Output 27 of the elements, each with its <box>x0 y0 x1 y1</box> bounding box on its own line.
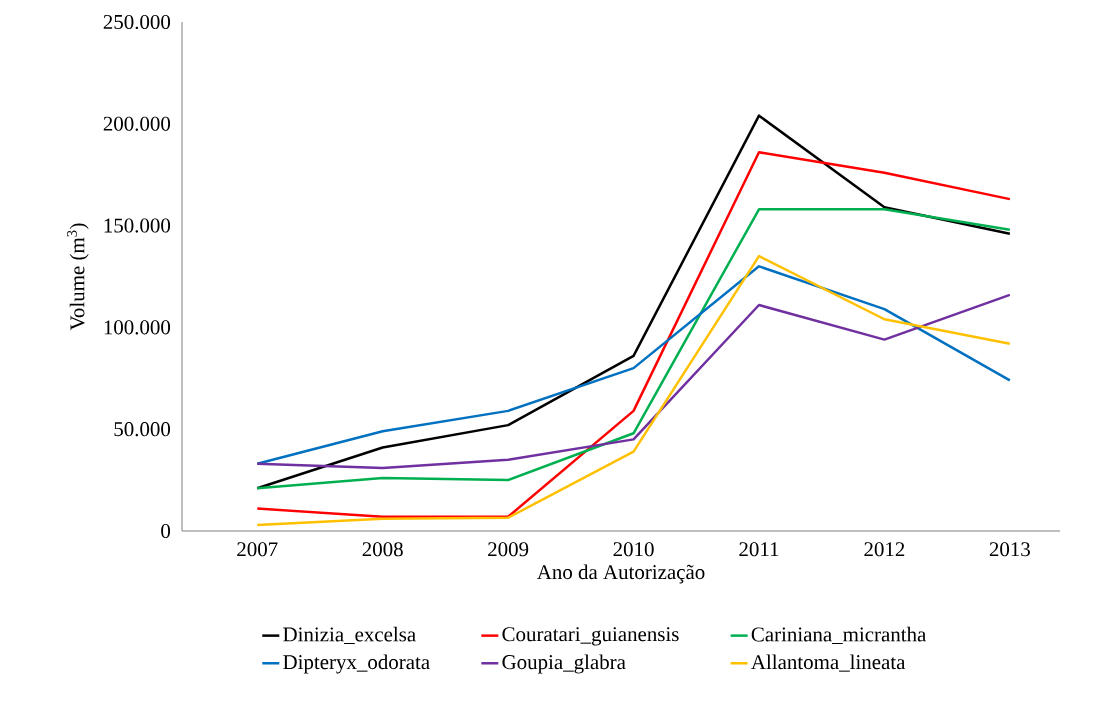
x-tick-label: 2007 <box>237 542 278 557</box>
legend-label: Cariniana_micrantha <box>751 626 927 645</box>
legend-label: Couratari_guianensis <box>502 627 679 646</box>
legend-label: Dinizia_excelsa <box>283 626 416 645</box>
x-tick-label: 2010 <box>613 542 654 557</box>
y-tick-label: 100.000 <box>104 320 171 335</box>
line-series <box>256 208 1012 490</box>
legend-label: Allantoma_lineata <box>751 654 906 672</box>
line-series <box>256 265 1012 466</box>
x-tick-label: 2012 <box>864 542 905 557</box>
line-series <box>256 254 1012 527</box>
x-axis-title: Ano da Autorização <box>536 564 705 584</box>
y-tick-label: 50.000 <box>114 422 171 437</box>
x-tick-label: 2008 <box>362 542 403 557</box>
line-series <box>256 293 1012 470</box>
x-tick-label: 2011 <box>739 542 779 557</box>
legend-label: Dipteryx_odorata <box>283 654 430 674</box>
y-tick-label: 0 <box>161 523 171 539</box>
x-tick-label: 2009 <box>488 542 529 557</box>
y-tick-label: 200.000 <box>103 116 171 131</box>
line-series <box>256 151 1012 518</box>
y-tick-label: 250.000 <box>103 14 171 30</box>
y-tick-label: 150.000 <box>104 218 171 233</box>
y-axis-title: Volume (m$^{3}$) <box>67 223 89 331</box>
x-tick-label: 2013 <box>989 542 1030 557</box>
legend-label: Goupia_glabra <box>502 654 626 674</box>
line-series <box>256 114 1012 490</box>
